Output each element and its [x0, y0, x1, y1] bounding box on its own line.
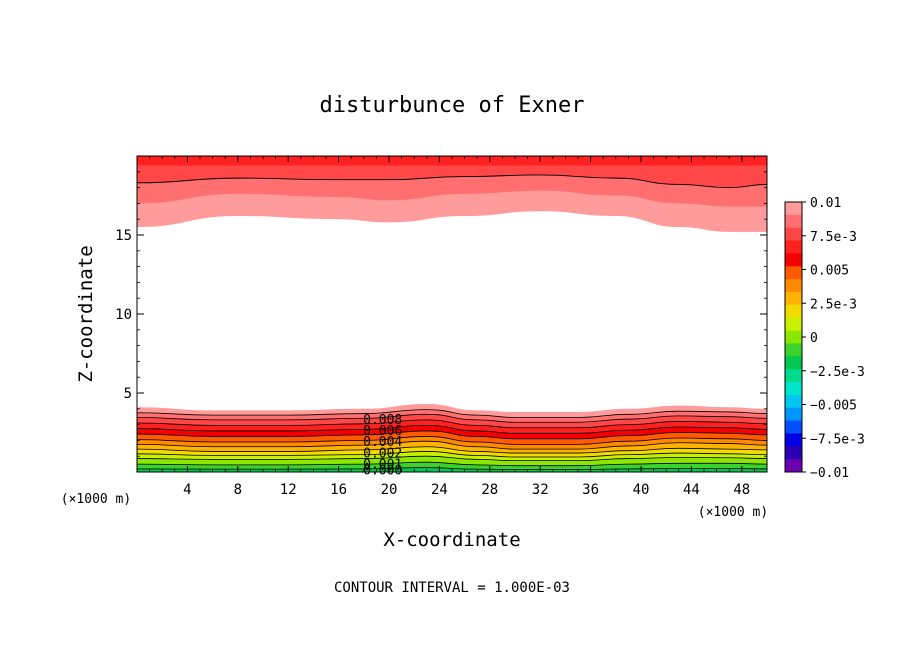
z-tick-label-0: 5 — [124, 386, 132, 402]
x-tick-label-0: 4 — [183, 482, 191, 498]
z-tick-label-1: 10 — [115, 307, 132, 323]
colorbar-swatch-17 — [785, 420, 802, 434]
lower-contour-line-12 — [137, 467, 767, 471]
lower-contour-line-4 — [137, 424, 767, 434]
contour-label-4: 0.001 — [363, 457, 402, 472]
lower-contour-line-3 — [137, 419, 767, 429]
x-axis-ticks: 4 8 12 16 20 24 28 32 36 40 44 48 — [149, 156, 755, 498]
lower-contour-line-8 — [137, 446, 767, 454]
colorbar-swatch-20 — [785, 459, 802, 473]
lower-contour-line-10 — [137, 455, 767, 462]
contour-label-1: 0.006 — [363, 424, 402, 439]
z-axis-ticks: 5 10 15 — [115, 171, 767, 457]
colorbar: 0.01 7.5e-3 0.005 2.5e-3 0 −2.5e-3 −0.005 −7.5e… — [784, 196, 865, 481]
z-axis-label: Z-coordinate — [75, 245, 97, 382]
colorbar-label-6: −0.005 — [810, 399, 857, 414]
colorbar-label-3: 2.5e-3 — [810, 297, 857, 312]
colorbar-swatch-18 — [785, 433, 802, 447]
lower-contour-line-1 — [137, 409, 767, 418]
x-tick-label-10: 44 — [683, 482, 700, 498]
colorbar-label-2: 0.005 — [810, 264, 849, 279]
colorbar-swatch-12 — [785, 356, 802, 370]
colorbar-label-5: −2.5e-3 — [810, 365, 865, 380]
colorbar-swatch-4 — [785, 253, 802, 267]
lower-contour-line-5 — [137, 430, 767, 440]
lower-contour-line-6 — [137, 436, 767, 445]
contour-lines — [137, 174, 767, 471]
colorbar-label-7: −7.5e-3 — [810, 432, 865, 447]
x-tick-label-6: 28 — [481, 482, 498, 498]
upper-contour-line — [137, 174, 767, 189]
x-axis-label: X-coordinate — [383, 529, 520, 551]
x-tick-label-11: 48 — [733, 482, 750, 498]
colorbar-swatch-13 — [785, 369, 802, 383]
colorbar-swatch-5 — [785, 266, 802, 280]
x-tick-label-7: 32 — [532, 482, 549, 498]
colorbar-swatch-15 — [785, 394, 802, 409]
colorbar-swatch-16 — [785, 407, 802, 422]
x-tick-label-1: 8 — [234, 482, 242, 498]
x-tick-label-5: 24 — [431, 482, 448, 498]
colorbar-swatch-2 — [785, 227, 802, 242]
contour-label-0: 0.008 — [363, 413, 402, 428]
chart-title: disturbunce of Exner — [320, 93, 585, 118]
colorbar-swatch-6 — [785, 279, 802, 293]
contour-label-2: 0.004 — [363, 435, 402, 450]
colorbar-swatch-8 — [785, 304, 802, 319]
contour-interval-note: CONTOUR INTERVAL = 1.000E-03 — [334, 580, 570, 596]
contour-label-5: 0.000 — [363, 464, 402, 479]
z-unit-label: (×1000 m) — [61, 492, 131, 507]
x-tick-label-4: 20 — [381, 482, 398, 498]
lower-contour-line-7 — [137, 440, 767, 450]
lower-contour-line-2 — [137, 413, 767, 423]
colorbar-swatch-1 — [785, 214, 802, 229]
colorbar-swatch-19 — [785, 446, 802, 460]
colorbar-swatch-9 — [785, 317, 802, 332]
colorbar-swatch-7 — [785, 292, 802, 306]
colorbar-swatch-14 — [785, 382, 802, 396]
colorbar-swatch-3 — [785, 240, 802, 254]
x-tick-label-3: 16 — [330, 482, 347, 498]
colorbar-label-1: 7.5e-3 — [810, 230, 857, 245]
colorbar-swatch-0 — [785, 202, 802, 216]
z-tick-label-2: 15 — [115, 228, 132, 244]
contour-label-3: 0.002 — [363, 446, 402, 461]
x-tick-label-2: 12 — [280, 482, 297, 498]
x-tick-label-8: 36 — [582, 482, 599, 498]
upper-fill-band-3 — [137, 156, 767, 166]
colorbar-label-0: 0.01 — [810, 196, 841, 211]
x-unit-label: (×1000 m) — [698, 505, 768, 520]
colorbar-label-4: 0 — [810, 331, 818, 346]
lower-contour-line-11 — [137, 461, 767, 467]
x-tick-label-9: 40 — [633, 482, 650, 498]
colorbar-swatch-11 — [785, 343, 802, 357]
lower-contour-line-9 — [137, 451, 767, 458]
colorbar-swatch-10 — [785, 330, 802, 344]
colorbar-label-8: −0.01 — [810, 466, 849, 481]
